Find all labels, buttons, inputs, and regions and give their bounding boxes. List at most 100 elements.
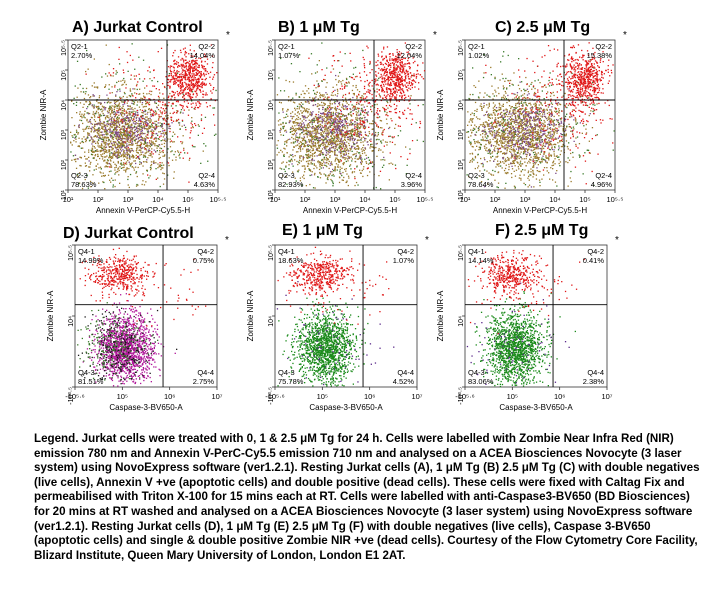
event-dot (170, 73, 172, 75)
event-dot (93, 115, 96, 117)
event-dot (295, 92, 297, 94)
event-dot (130, 133, 132, 135)
event-dot (352, 109, 354, 112)
event-dot (192, 126, 194, 129)
event-dot (359, 169, 361, 171)
event-dot (137, 125, 139, 127)
event-dot (319, 92, 321, 94)
event-dot (94, 123, 96, 126)
event-dot (157, 119, 160, 121)
event-dot (315, 146, 317, 148)
event-dot (101, 76, 103, 78)
event-dot (128, 137, 130, 139)
event-dot (320, 134, 322, 136)
event-dot (336, 144, 338, 146)
event-dot (103, 139, 105, 142)
event-dot (129, 88, 131, 90)
event-dot (188, 73, 191, 75)
event-dot (119, 182, 121, 184)
event-dot (206, 106, 208, 108)
event-dot (134, 68, 136, 70)
event-dot (179, 82, 181, 84)
event-dot (116, 138, 118, 140)
event-dot (166, 123, 169, 125)
event-dot (93, 130, 96, 132)
event-dot (344, 158, 346, 161)
event-dot (98, 116, 100, 118)
event-dot (280, 168, 283, 170)
event-dot (308, 92, 310, 94)
event-dot (156, 113, 158, 115)
event-dot (87, 134, 89, 136)
event-dot (81, 140, 84, 143)
event-dot (116, 107, 118, 109)
event-dot (325, 124, 327, 127)
event-dot (185, 59, 187, 61)
event-dot (118, 150, 120, 152)
event-dot (82, 122, 84, 125)
event-dot (155, 138, 157, 140)
event-dot (105, 146, 107, 148)
event-dot (183, 101, 186, 103)
event-dot (132, 88, 134, 90)
event-dot (110, 118, 113, 121)
event-dot (364, 152, 366, 154)
event-dot (416, 139, 418, 141)
event-dot (369, 63, 371, 65)
event-dot (326, 149, 328, 151)
event-dot (318, 150, 320, 152)
event-dot (87, 187, 89, 189)
event-dot (294, 159, 296, 161)
event-dot (95, 159, 98, 161)
event-dot (188, 77, 190, 79)
event-dot (320, 115, 322, 117)
event-dot (348, 104, 350, 106)
event-dot (344, 97, 347, 99)
event-dot (337, 132, 339, 134)
event-dot (316, 105, 318, 108)
event-dot (359, 152, 361, 154)
event-dot (200, 83, 202, 85)
event-dot (165, 117, 168, 120)
event-dot (167, 78, 169, 80)
event-dot (111, 152, 113, 154)
event-dot (97, 153, 99, 155)
event-dot (332, 94, 334, 97)
event-dot (119, 132, 121, 134)
event-dot (98, 130, 100, 132)
event-dot (174, 80, 176, 83)
event-dot (362, 149, 364, 151)
event-dot (179, 104, 181, 106)
event-dot (185, 82, 187, 85)
event-dot (382, 83, 385, 86)
event-dot (355, 84, 357, 87)
event-dot (151, 132, 153, 134)
event-dot (100, 108, 103, 110)
event-dot (92, 94, 94, 96)
event-dot (114, 106, 116, 108)
event-dot (110, 166, 113, 168)
event-dot (290, 63, 293, 65)
event-dot (153, 69, 155, 72)
event-dot (125, 163, 128, 165)
event-dot (121, 138, 123, 140)
event-dot (311, 100, 313, 102)
event-dot (358, 139, 360, 141)
event-dot (124, 123, 127, 125)
event-dot (89, 127, 91, 130)
event-dot (288, 81, 291, 83)
event-dot (128, 125, 130, 127)
event-dot (321, 148, 324, 150)
event-dot (308, 119, 310, 121)
event-dot (131, 144, 133, 146)
event-dot (100, 114, 102, 117)
event-dot (154, 123, 157, 125)
event-dot (133, 139, 136, 142)
event-dot (140, 146, 142, 148)
event-dot (76, 112, 78, 114)
event-dot (140, 124, 143, 126)
event-dot (110, 130, 112, 132)
event-dot (193, 87, 195, 89)
event-dot (187, 93, 189, 95)
event-dot (300, 155, 302, 157)
